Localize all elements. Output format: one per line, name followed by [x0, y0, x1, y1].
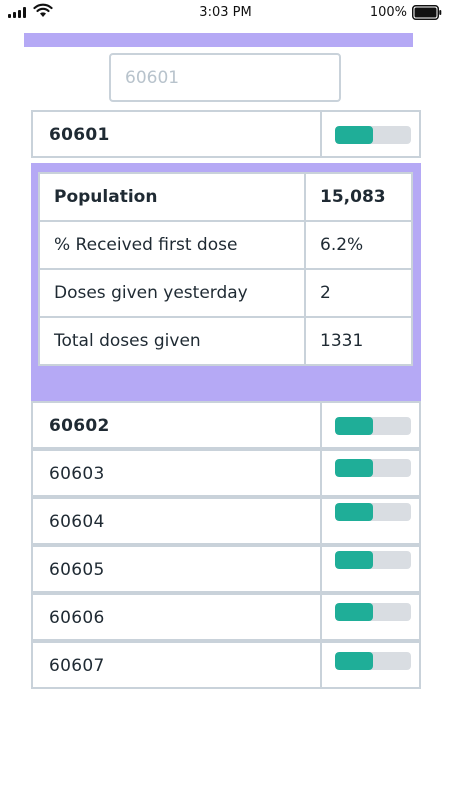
progress-toggle[interactable]: [335, 652, 411, 670]
zip-code: 60602: [49, 416, 110, 436]
zip-detail-table: Population 15,083 % Received first dose …: [38, 172, 413, 366]
zip-toggle-cell: [320, 593, 421, 641]
progress-toggle[interactable]: [335, 503, 411, 521]
battery-percentage: 100%: [369, 5, 407, 20]
first-dose-label: % Received first dose: [38, 220, 306, 270]
population-label: Population: [38, 172, 306, 222]
total-doses-label: Total doses given: [38, 316, 306, 366]
zip-code: 60603: [49, 464, 105, 484]
zip-label-cell: 60605: [31, 545, 322, 593]
zip-toggle-cell: [320, 449, 421, 497]
cellular-signal-icon: [8, 7, 26, 18]
progress-fill: [335, 459, 373, 477]
zip-code: 60605: [49, 560, 105, 580]
table-row: Doses given yesterday 2: [38, 268, 413, 318]
status-bar: 3:03 PM 100%: [0, 0, 451, 26]
table-row: Population 15,083: [38, 172, 413, 222]
zip-label-cell: 60601: [31, 110, 322, 158]
population-value: 15,083: [304, 172, 413, 222]
selected-zip-row[interactable]: 60601: [31, 110, 421, 158]
wifi-icon: [33, 3, 53, 17]
progress-fill: [335, 126, 373, 144]
progress-fill: [335, 603, 373, 621]
zip-code: 60606: [49, 608, 105, 628]
zip-label-cell: 60606: [31, 593, 322, 641]
zip-label-cell: 60602: [31, 401, 322, 449]
zip-toggle-cell: [320, 110, 421, 158]
table-row: Total doses given 1331: [38, 316, 413, 366]
zip-row-60602[interactable]: 60602: [31, 401, 421, 449]
zip-toggle-cell: [320, 401, 421, 449]
progress-toggle[interactable]: [335, 417, 411, 435]
progress-toggle[interactable]: [335, 603, 411, 621]
zip-code: 60604: [49, 512, 105, 532]
zip-row-60607[interactable]: 60607: [31, 641, 421, 689]
progress-toggle[interactable]: [335, 126, 411, 144]
progress-fill: [335, 503, 373, 521]
zip-label-cell: 60607: [31, 641, 322, 689]
header-bar: [24, 33, 413, 47]
zip-row-60606[interactable]: 60606: [31, 593, 421, 641]
zip-toggle-cell: [320, 497, 421, 545]
status-time: 3:03 PM: [199, 5, 252, 20]
doses-yesterday-label: Doses given yesterday: [38, 268, 306, 318]
total-doses-value: 1331: [304, 316, 413, 366]
progress-fill: [335, 417, 373, 435]
progress-fill: [335, 551, 373, 569]
first-dose-value: 6.2%: [304, 220, 413, 270]
zip-row-60603[interactable]: 60603: [31, 449, 421, 497]
battery-icon: [412, 5, 442, 20]
progress-toggle[interactable]: [335, 459, 411, 477]
table-row: % Received first dose 6.2%: [38, 220, 413, 270]
zip-search-input[interactable]: [109, 53, 341, 102]
progress-fill: [335, 652, 373, 670]
zip-code: 60601: [49, 125, 110, 145]
zip-toggle-cell: [320, 641, 421, 689]
zip-toggle-cell: [320, 545, 421, 593]
zip-detail-panel: Population 15,083 % Received first dose …: [31, 163, 421, 403]
zip-row-60604[interactable]: 60604: [31, 497, 421, 545]
zip-label-cell: 60604: [31, 497, 322, 545]
zip-label-cell: 60603: [31, 449, 322, 497]
zip-code: 60607: [49, 656, 105, 676]
doses-yesterday-value: 2: [304, 268, 413, 318]
zip-row-60605[interactable]: 60605: [31, 545, 421, 593]
progress-toggle[interactable]: [335, 551, 411, 569]
